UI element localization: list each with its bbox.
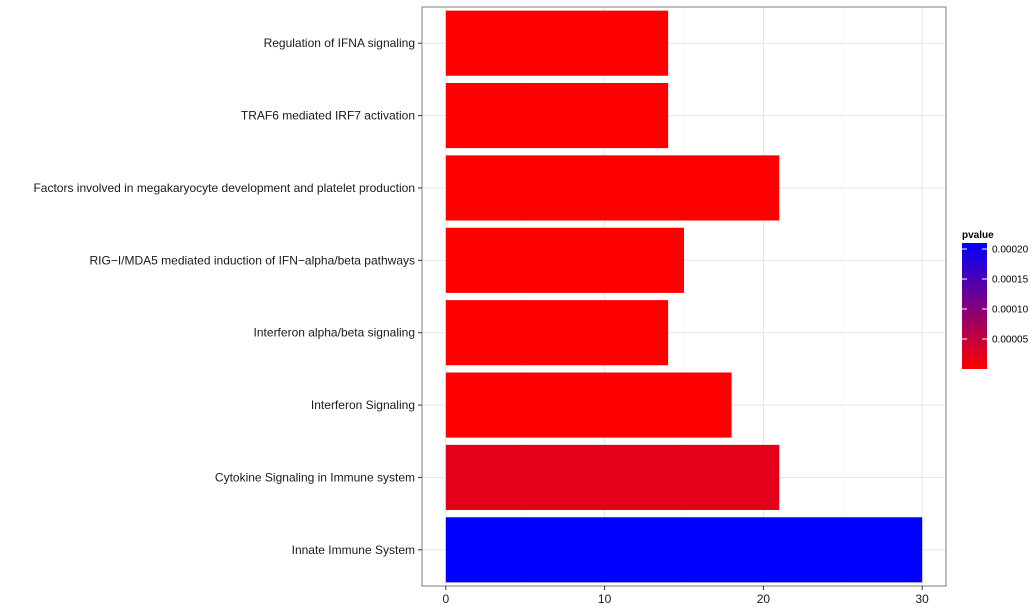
bar — [445, 10, 669, 76]
y-axis: Regulation of IFNA signaling TRAF6 mediat… — [33, 36, 422, 557]
legend-tick-label: 0.00010 — [992, 305, 1029, 316]
y-tick-label: Interferon alpha/beta signaling — [254, 326, 415, 340]
y-tick-label: Regulation of IFNA signaling — [264, 36, 415, 50]
bars — [445, 10, 923, 583]
x-tick-label: 10 — [598, 592, 612, 606]
legend-tick-label: 0.00020 — [992, 245, 1029, 256]
bar — [445, 444, 780, 511]
x-axis: 0 10 20 30 — [442, 586, 929, 606]
legend-title: pvalue — [962, 230, 994, 241]
legend-tick-label: 0.00005 — [992, 335, 1029, 346]
x-tick-label: 20 — [757, 592, 771, 606]
y-tick-label: Factors involved in megakaryocyte develo… — [33, 181, 415, 195]
legend-colorbar — [962, 243, 987, 369]
y-tick-label: Interferon Signaling — [311, 398, 415, 412]
y-tick-label: Innate Immune System — [292, 543, 415, 557]
bar — [445, 517, 923, 583]
legend: pvalue 0.00005 0.00010 0.00015 0.00020 — [962, 230, 1029, 369]
bar — [445, 227, 684, 293]
x-tick-label: 0 — [442, 592, 449, 606]
bar — [445, 300, 669, 366]
bar — [445, 155, 780, 221]
y-tick-label: TRAF6 mediated IRF7 activation — [241, 109, 415, 123]
bar — [445, 82, 669, 149]
x-tick-label: 30 — [916, 592, 930, 606]
y-tick-label: Cytokine Signaling in Immune system — [215, 470, 415, 484]
panel-border — [421, 6, 947, 587]
legend-tick-label: 0.00015 — [992, 275, 1029, 286]
y-tick-label: RIG−I/MDA5 mediated induction of IFN−alp… — [89, 253, 415, 267]
bar — [445, 372, 732, 438]
